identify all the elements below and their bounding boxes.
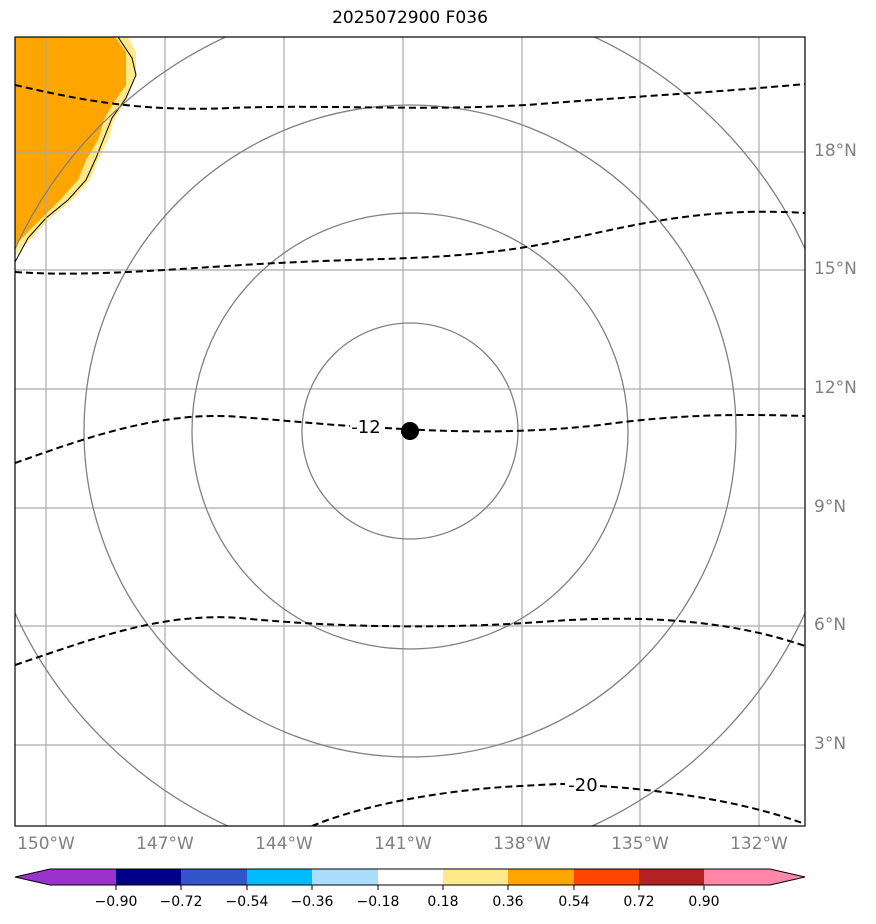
contour-line-5 [311, 783, 566, 826]
colorbar-bin-5 [378, 869, 443, 885]
lat-label-6n: 6°N [814, 615, 847, 635]
colorbar-bin-4 [312, 869, 378, 885]
colorbar-tick-label: 0.72 [623, 894, 655, 910]
colorbar-bin-1 [116, 869, 181, 885]
colorbar-over-body [704, 869, 770, 885]
contour-line-2 [15, 210, 805, 275]
lon-label-132w: 132°W [730, 834, 788, 854]
colorbar-bin-3 [247, 869, 312, 885]
field-fill-orange [15, 37, 126, 245]
lon-label-144w: 144°W [255, 834, 313, 854]
lon-label-138w: 138°W [493, 834, 551, 854]
colorbar-tick-label: −0.18 [356, 894, 400, 910]
lon-label-135w: 135°W [611, 834, 669, 854]
lat-label-18n: 18°N [814, 141, 857, 161]
colorbar-tick-label: −0.72 [159, 894, 203, 910]
range-ring-2 [191, 212, 629, 650]
lon-label-150w: 150°W [17, 834, 75, 854]
lat-label-15n: 15°N [814, 259, 857, 279]
colorbar-tick-label: 0.18 [427, 894, 459, 910]
colorbar-outline [14, 868, 806, 886]
lon-label-147w: 147°W [136, 834, 194, 854]
colorbar-tick-label: −0.36 [290, 894, 334, 910]
colorbar-tick-label: −0.54 [225, 894, 269, 910]
colorbar-over [770, 869, 805, 885]
map-frame [14, 36, 806, 827]
colorbar-tick-label: 0.54 [558, 894, 590, 910]
lat-label-3n: 3°N [814, 734, 847, 754]
contour-lines [15, 83, 805, 826]
lat-label-12n: 12°N [814, 378, 857, 398]
contour-line-3b [384, 413, 805, 433]
colorbar-bin-6 [443, 869, 508, 885]
contour-line-1 [15, 83, 805, 110]
colorbar-under [15, 869, 50, 885]
contour-line-3 [15, 415, 351, 464]
storm-center-marker [401, 422, 419, 440]
colorbar-tick-label: 0.36 [492, 894, 524, 910]
colorbar-bin-2 [181, 869, 247, 885]
range-rings [15, 37, 805, 826]
map-title: 2025072900 F036 [332, 8, 488, 28]
lat-label-9n: 9°N [814, 497, 847, 517]
range-ring-4 [15, 37, 805, 826]
colorbar-tick-label: 0.90 [688, 894, 720, 910]
colorbar-bin-8 [574, 869, 639, 885]
coastline [15, 37, 137, 263]
contour-line-4 [15, 616, 805, 666]
grid-lines [15, 37, 805, 826]
contour-label-20: -20 [568, 775, 597, 796]
range-ring-3 [83, 104, 737, 758]
contour-label-12: -12 [351, 417, 380, 438]
lon-label-141w: 141°W [374, 834, 432, 854]
colorbar-bin-9 [639, 869, 704, 885]
colorbar [14, 868, 806, 890]
contour-line-5b [599, 785, 805, 825]
colorbar-under-body [50, 869, 116, 885]
colorbar-tick-label: −0.90 [94, 894, 138, 910]
colorbar-bin-7 [508, 869, 574, 885]
